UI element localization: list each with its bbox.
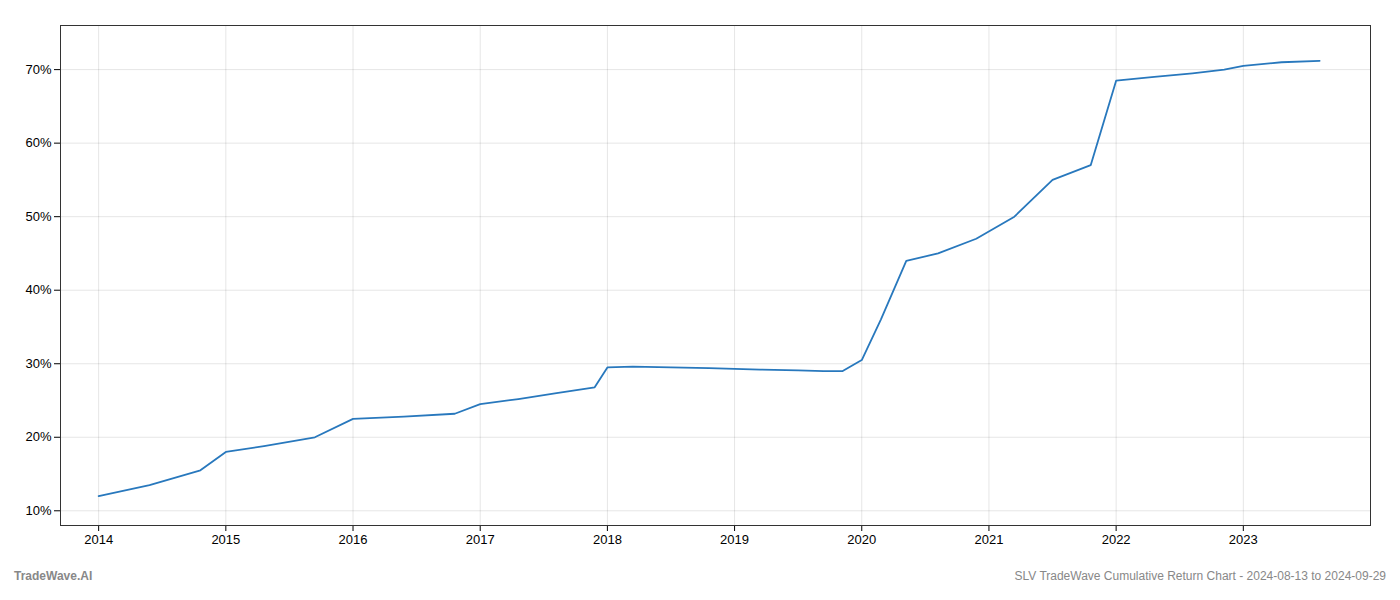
svg-text:70%: 70%: [25, 62, 51, 77]
svg-text:30%: 30%: [25, 356, 51, 371]
svg-text:10%: 10%: [25, 503, 51, 518]
html-text:TradeWave.AI: TradeWave.AI: [14, 569, 93, 583]
svg-text:2015: 2015: [211, 532, 240, 547]
svg-text:2014: 2014: [84, 532, 113, 547]
svg-text:2022: 2022: [1102, 532, 1131, 547]
svg-text:40%: 40%: [25, 282, 51, 297]
svg-text:2020: 2020: [847, 532, 876, 547]
svg-text:2023: 2023: [1229, 532, 1258, 547]
svg-text:2018: 2018: [593, 532, 622, 547]
svg-text:2016: 2016: [339, 532, 368, 547]
svg-text:20%: 20%: [25, 429, 51, 444]
svg-text:60%: 60%: [25, 135, 51, 150]
html-text:SLV TradeWave Cumulative Retur: SLV TradeWave Cumulative Return Chart - …: [1014, 569, 1386, 583]
svg-text:2021: 2021: [974, 532, 1003, 547]
svg-text:50%: 50%: [25, 209, 51, 224]
svg-text:2017: 2017: [466, 532, 495, 547]
svg-text:2019: 2019: [720, 532, 749, 547]
